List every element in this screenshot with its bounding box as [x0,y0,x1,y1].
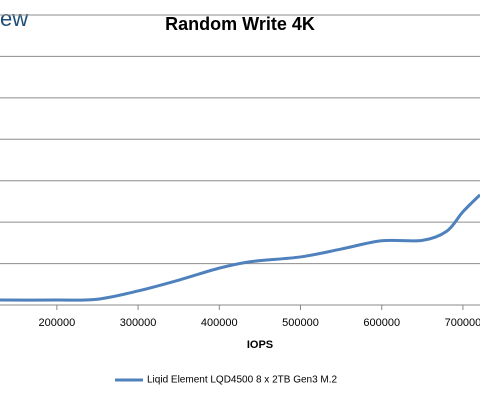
x-tick-label: 600000 [363,317,400,329]
x-tick-label: 200000 [38,317,75,329]
x-tick-label: 700000 [445,317,480,329]
series-line [0,193,480,302]
watermark: ew [0,6,28,31]
legend-label: Liqid Element LQD4500 8 x 2TB Gen3 M.2 [147,375,338,386]
x-axis-label: IOPS [247,339,273,351]
chart-title: Random Write 4K [165,14,315,34]
x-tick-label: 500000 [282,317,319,329]
x-tick-label: 300000 [120,317,157,329]
x-tick-label: 400000 [201,317,238,329]
